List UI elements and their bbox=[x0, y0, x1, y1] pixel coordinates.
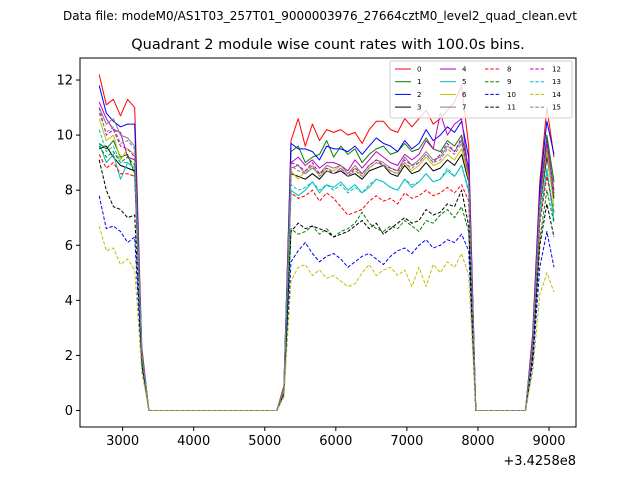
y-tick-label: 2 bbox=[65, 349, 73, 364]
legend-label-14: 14 bbox=[552, 91, 561, 99]
y-tick-label: 10 bbox=[56, 129, 73, 144]
series-line-4 bbox=[98, 101, 555, 411]
series-line-15 bbox=[98, 112, 555, 411]
x-tick-label: 6000 bbox=[319, 434, 352, 449]
series-line-14 bbox=[98, 225, 555, 411]
legend-label-3: 3 bbox=[417, 104, 421, 112]
x-tick-label: 8000 bbox=[461, 434, 494, 449]
x-offset-label: +3.4258e8 bbox=[503, 454, 576, 469]
x-tick-label: 9000 bbox=[532, 434, 565, 449]
legend-label-13: 13 bbox=[552, 78, 561, 86]
legend-label-5: 5 bbox=[462, 78, 466, 86]
suptitle: Data file: modeM0/AS1T03_257T01_90000039… bbox=[63, 9, 577, 23]
legend-label-7: 7 bbox=[462, 104, 466, 112]
legend-label-10: 10 bbox=[507, 91, 516, 99]
legend-label-12: 12 bbox=[552, 66, 561, 74]
legend-label-0: 0 bbox=[417, 66, 421, 74]
series-line-8 bbox=[98, 154, 555, 411]
legend-box bbox=[389, 60, 573, 119]
legend-label-15: 15 bbox=[552, 104, 561, 112]
series-line-12 bbox=[98, 107, 555, 411]
legend-label-8: 8 bbox=[507, 66, 511, 74]
y-tick-label: 6 bbox=[65, 239, 73, 254]
series-line-0 bbox=[98, 74, 555, 411]
legend-label-6: 6 bbox=[462, 91, 467, 99]
series-line-2 bbox=[98, 85, 555, 411]
axes-frame bbox=[79, 57, 577, 428]
y-tick-label: 12 bbox=[56, 74, 73, 89]
series-line-13 bbox=[98, 129, 555, 411]
y-tick-label: 4 bbox=[65, 294, 73, 309]
x-tick-label: 4000 bbox=[177, 434, 210, 449]
legend-label-2: 2 bbox=[417, 91, 421, 99]
series-line-1 bbox=[98, 134, 555, 411]
legend-label-11: 11 bbox=[507, 104, 516, 112]
series-line-9 bbox=[98, 145, 555, 411]
series-line-11 bbox=[98, 159, 555, 411]
series-line-5 bbox=[98, 143, 555, 411]
series-line-7 bbox=[98, 107, 555, 411]
legend-label-4: 4 bbox=[462, 66, 467, 74]
x-tick-label: 7000 bbox=[390, 434, 423, 449]
series-line-10 bbox=[98, 195, 555, 411]
y-tick-label: 8 bbox=[65, 184, 73, 199]
x-tick-label: 5000 bbox=[248, 434, 281, 449]
legend-label-9: 9 bbox=[507, 78, 511, 86]
chart-title: Quadrant 2 module wise count rates with … bbox=[131, 37, 525, 53]
x-tick-label: 3000 bbox=[106, 434, 139, 449]
y-tick-label: 0 bbox=[65, 404, 73, 419]
legend-label-1: 1 bbox=[417, 78, 421, 86]
